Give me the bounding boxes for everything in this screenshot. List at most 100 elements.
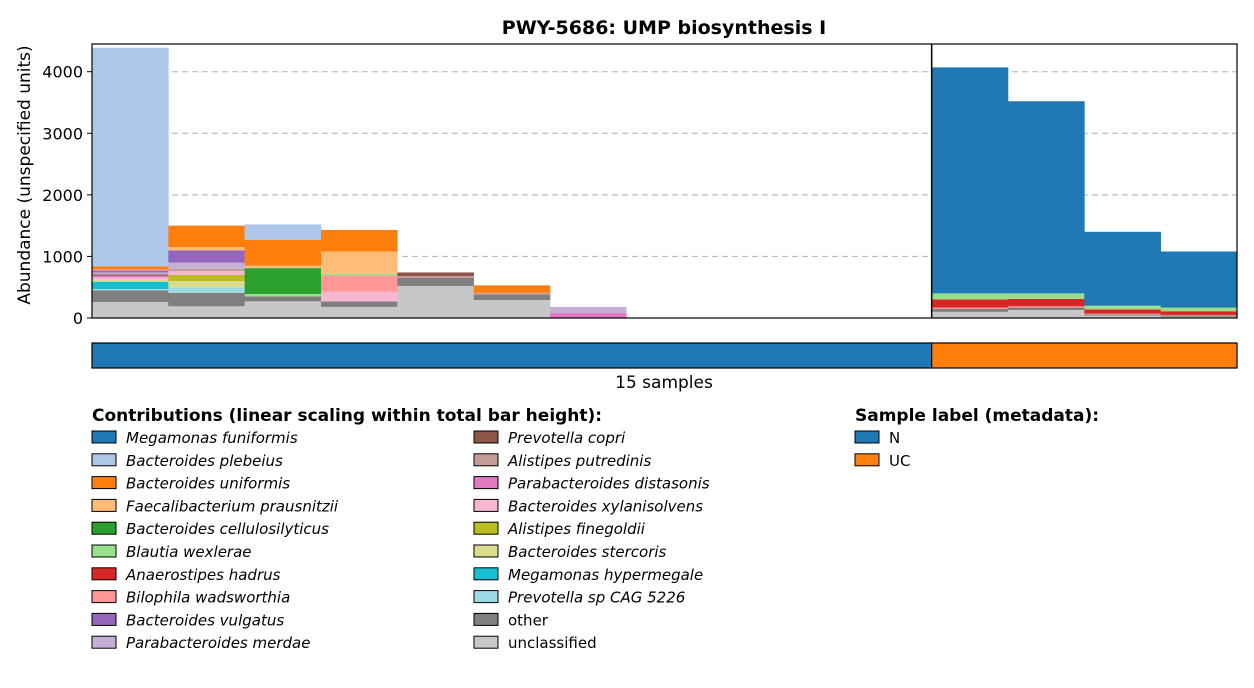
bar-segment [931,67,1009,294]
legend-swatch [91,544,117,558]
bar-segment [92,272,169,275]
bar-segment [1008,101,1085,294]
y-tick-label: 1000 [42,247,83,266]
plot-frame [91,43,1238,319]
bar-segment [1160,316,1238,318]
bar-segment [321,251,398,274]
legend-label: Bilophila wadsworthia [126,589,290,607]
legend-label: Bacteroides cellulosilyticus [126,520,329,538]
bar-segment [92,270,169,273]
bar-segment [931,293,1009,300]
bar-segment [931,308,1009,312]
legend-swatch [473,521,499,535]
legend-swatch [473,544,499,558]
y-axis-ticks: 0 1000 2000 3000 4000 [42,63,92,328]
bar-segment [92,274,169,276]
legend-swatch [473,635,499,649]
y-axis-label: Abundance (unspecified units) [15,45,35,304]
bar-segment [244,268,322,294]
bar-segment [168,274,245,282]
bar-segment [397,285,474,318]
bar-segment [92,290,169,302]
chart-title: PWY-5686: UMP biosynthesis I [502,17,826,39]
bar-segment [168,262,245,269]
legend-swatch [473,453,499,467]
legend-label: unclassified [508,634,597,652]
bar-segment [244,265,322,269]
legend-label: Bacteroides vulgatus [126,611,284,629]
y-tick-label: 4000 [42,63,83,82]
bar-segment [92,289,169,291]
bar-segment [321,275,398,292]
legend-label: Alistipes putredinis [507,452,651,470]
legend-swatch [91,430,117,444]
bar-segment [397,276,474,278]
bar-segment [92,301,169,318]
contributions-legend-title: Contributions (linear scaling within tot… [92,406,602,426]
bar-segment [321,273,398,276]
legend-label: Parabacteroides distasonis [508,475,710,493]
bar-segment [1008,293,1085,299]
metadata-legend-swatch [854,453,880,467]
bar-segment [92,275,169,278]
bar-segment [321,301,398,307]
legend-swatch [91,567,117,581]
bar-segment [92,277,169,280]
bar-segment [1084,309,1161,314]
legend-swatch [91,635,117,649]
legend-swatch [91,476,117,490]
x-axis-label: 15 samples [615,373,713,393]
bar-segment [1160,311,1238,315]
legend-swatch [91,612,117,626]
y-tick-label: 2000 [42,186,83,205]
legend-label: other [508,611,549,629]
bar-segment [244,301,322,318]
legend-label: Anaerostipes hadrus [125,566,281,584]
bar-segment [244,239,322,266]
bar-segment [92,269,169,271]
bar-segment [473,300,551,318]
bar-segment [244,296,322,302]
bar-segment [931,307,1009,309]
legend-swatch [91,498,117,512]
bar-segment [473,292,551,295]
bar-segment [550,306,627,314]
legend-swatch [473,567,499,581]
bar-segment [1008,306,1085,308]
legend-label: Faecalibacterium prausnitzii [126,497,339,515]
metadata-color-bar [91,342,1238,369]
bar-segment [550,313,627,318]
bar-segment [321,306,398,318]
bar-segment [1084,305,1161,310]
bar-segment [473,285,551,293]
bar-segment [931,299,1009,308]
bar-segment [168,287,245,293]
metadata-legend-label: N [889,429,900,447]
bar-segment [92,279,169,282]
legend-swatch [91,453,117,467]
bar-segment [1160,307,1238,312]
legend-label: Prevotella sp CAG 5226 [508,589,685,607]
bar-segment [92,281,169,290]
bar-segment [244,224,322,240]
metadata-legend: N UC [854,429,910,470]
bar-segment [1008,298,1085,307]
bar-segment [397,272,474,277]
bar-segment [168,281,245,288]
bar-segment [168,225,245,248]
bar-stacks [92,47,1238,318]
bar-segment [931,311,1009,318]
legend-label: Prevotella copri [508,429,626,447]
legend-label: Parabacteroides merdae [126,634,310,652]
bar-segment [1160,315,1238,317]
y-tick-label: 3000 [42,124,83,143]
legend-label: Megamonas hypermegale [508,566,703,584]
legend-label: Bacteroides xylanisolvens [508,497,703,515]
metadata-segment [92,343,932,368]
legend-label: Bacteroides plebeius [126,452,283,470]
legend-swatch [473,498,499,512]
metadata-legend-title: Sample label (metadata): [855,406,1099,426]
bar-segment [168,250,245,263]
bar-segment [1160,314,1238,316]
